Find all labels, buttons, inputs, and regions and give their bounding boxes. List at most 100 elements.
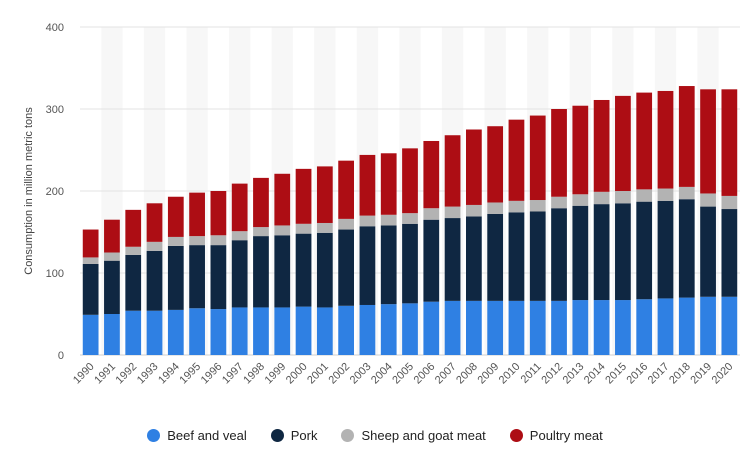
bar-segment-poultry-meat	[615, 95, 631, 191]
legend-label: Sheep and goat meat	[361, 427, 486, 443]
bar-segment-poultry-meat	[423, 140, 440, 209]
x-tick-label: 1996	[199, 361, 225, 387]
bar-segment-pork	[678, 199, 695, 298]
legend-item[interactable]: Sheep and goat meat	[341, 427, 486, 443]
bar-segment-beef-and-veal	[444, 300, 461, 355]
x-tick-label: 2015	[603, 361, 629, 387]
bar-segment-pork	[444, 218, 461, 301]
legend-item[interactable]: Poultry meat	[509, 428, 603, 443]
bar-segment-pork	[82, 263, 99, 315]
bar-segment-sheep-and-goat-meat	[615, 191, 631, 204]
bar-segment-pork	[529, 211, 546, 301]
bar-segment-pork	[210, 245, 227, 310]
bar-segment-pork	[465, 216, 482, 301]
bar-segment-poultry-meat	[82, 229, 99, 258]
legend-swatch	[341, 428, 355, 442]
chart-legend: Beef and veal Pork Sheep and goat meat Poul…	[0, 423, 750, 447]
legend-item[interactable]: Beef and veal	[147, 428, 247, 443]
bar-segment-sheep-and-goat-meat	[529, 200, 546, 212]
bar-segment-beef-and-veal	[253, 307, 269, 355]
bar-segment-poultry-meat	[253, 177, 269, 228]
bar-segment-sheep-and-goat-meat	[125, 246, 142, 255]
bar-segment-beef-and-veal	[465, 300, 482, 355]
bar-segment-sheep-and-goat-meat	[444, 206, 461, 219]
y-axis-title: Consumption in million metric tons	[23, 107, 35, 275]
bar-segment-pork	[231, 240, 248, 308]
x-tick-label: 2018	[667, 361, 693, 387]
legend-label: Beef and veal	[167, 427, 247, 443]
x-tick-label: 2012	[539, 361, 565, 387]
bar-segment-beef-and-veal	[380, 304, 397, 355]
bar-segment-sheep-and-goat-meat	[380, 214, 397, 226]
bar-segment-beef-and-veal	[82, 314, 99, 355]
bar-segment-beef-and-veal	[551, 300, 567, 355]
bar-segment-beef-and-veal	[678, 297, 695, 355]
bar-segment-sheep-and-goat-meat	[338, 218, 355, 230]
bar-segment-poultry-meat	[700, 89, 716, 194]
bar-segment-pork	[593, 204, 610, 301]
bar-segment-pork	[167, 245, 184, 310]
bar-segment-sheep-and-goat-meat	[359, 215, 376, 227]
bar-segment-sheep-and-goat-meat	[593, 191, 610, 205]
bar-segment-beef-and-veal	[402, 303, 418, 355]
bar-segment-beef-and-veal	[210, 309, 227, 355]
bar-segment-poultry-meat	[104, 219, 120, 253]
y-tick-label: 400	[46, 22, 64, 34]
bar-segment-poultry-meat	[444, 135, 461, 207]
bar-segment-poultry-meat	[657, 90, 674, 189]
bar-segment-sheep-and-goat-meat	[253, 227, 269, 237]
bar-segment-beef-and-veal	[636, 299, 653, 355]
bar-segment-sheep-and-goat-meat	[104, 252, 120, 261]
bar-segment-pork	[423, 219, 440, 302]
x-tick-label: 1995	[177, 361, 203, 387]
x-tick-label: 2009	[475, 361, 501, 387]
bar-segment-beef-and-veal	[529, 300, 546, 355]
bar-segment-beef-and-veal	[593, 300, 610, 355]
x-tick-label: 2001	[305, 361, 331, 387]
bar-segment-pork	[572, 205, 589, 301]
bar-segment-sheep-and-goat-meat	[316, 222, 333, 233]
bar-segment-sheep-and-goat-meat	[423, 208, 440, 220]
y-tick-label: 300	[46, 104, 64, 116]
bar-segment-sheep-and-goat-meat	[487, 202, 504, 214]
x-tick-label: 1998	[241, 361, 267, 387]
bar-segment-beef-and-veal	[700, 296, 716, 355]
bar-segment-beef-and-veal	[721, 296, 738, 355]
bar-segment-pork	[253, 236, 269, 308]
bar-segment-beef-and-veal	[572, 300, 589, 355]
bar-segment-pork	[189, 245, 205, 309]
x-tick-label: 1997	[220, 361, 246, 387]
bar-segment-pork	[146, 250, 163, 311]
x-tick-label: 2011	[519, 361, 544, 386]
bar-segment-pork	[125, 254, 142, 311]
bar-segment-poultry-meat	[572, 105, 589, 195]
bar-segment-beef-and-veal	[359, 304, 376, 355]
bar-segment-beef-and-veal	[316, 307, 333, 355]
bar-segment-pork	[636, 201, 653, 300]
bar-segment-poultry-meat	[189, 192, 205, 237]
bar-segment-sheep-and-goat-meat	[167, 236, 184, 246]
bar-segment-beef-and-veal	[657, 298, 674, 355]
bar-segment-sheep-and-goat-meat	[465, 204, 482, 217]
x-tick-label: 2014	[582, 361, 608, 387]
x-tick-label: 1992	[114, 361, 140, 387]
bar-segment-sheep-and-goat-meat	[678, 186, 695, 200]
bar-segment-poultry-meat	[380, 153, 397, 215]
bar-segment-beef-and-veal	[508, 300, 525, 355]
x-tick-label: 2019	[688, 361, 714, 387]
legend-item[interactable]: Pork	[270, 428, 317, 443]
bar-segment-sheep-and-goat-meat	[700, 193, 716, 207]
bar-segment-beef-and-veal	[167, 309, 184, 355]
bar-segment-beef-and-veal	[189, 308, 205, 355]
bar-segment-beef-and-veal	[274, 307, 291, 355]
bar-segment-pork	[508, 212, 525, 301]
bar-segment-pork	[274, 235, 291, 308]
bar-segment-beef-and-veal	[487, 300, 504, 355]
bar-segment-poultry-meat	[636, 92, 653, 190]
bar-segment-poultry-meat	[529, 115, 546, 201]
bar-segment-poultry-meat	[295, 168, 312, 224]
bar-segment-sheep-and-goat-meat	[721, 195, 738, 210]
bar-segment-poultry-meat	[465, 129, 482, 205]
x-tick-label: 2020	[710, 361, 736, 387]
